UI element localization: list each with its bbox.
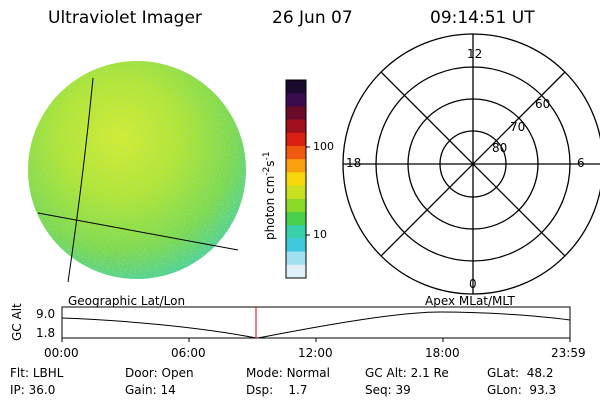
colorbar bbox=[285, 79, 307, 279]
time-label: 09:14:51 UT bbox=[430, 8, 535, 28]
earth-disk-image bbox=[28, 61, 246, 283]
x-tick-label-0: 00:00 bbox=[44, 346, 79, 360]
altitude-plot bbox=[61, 306, 571, 342]
mlat-label-70: 70 bbox=[510, 120, 526, 134]
colorbar-segment bbox=[286, 251, 306, 266]
geographic-projection-label: Geographic Lat/Lon bbox=[68, 294, 186, 308]
mlt-label-12: 12 bbox=[467, 47, 483, 61]
apex-projection-label: Apex MLat/MLT bbox=[425, 294, 515, 308]
mode-field: Mode: Normal bbox=[246, 366, 330, 380]
colorbar-segment bbox=[286, 225, 306, 239]
colorbar-frame bbox=[285, 79, 307, 279]
colorbar-segment bbox=[286, 172, 306, 187]
mlat-label-80: 80 bbox=[492, 141, 508, 155]
colorbar-segment bbox=[286, 212, 306, 226]
altitude-curve-2 bbox=[257, 311, 571, 339]
colorbar-segment bbox=[286, 198, 306, 213]
door-field: Door: Open bbox=[125, 366, 194, 380]
glat-field: GLat: 48.2 bbox=[487, 366, 554, 380]
colorbar-segment bbox=[286, 80, 306, 94]
altitude-ymin: 1.8 bbox=[36, 326, 56, 340]
colorbar-tick-label-100: 100 bbox=[313, 140, 334, 153]
mlt-label-0: 0 bbox=[469, 277, 477, 291]
gain-field: Gain: 14 bbox=[125, 383, 176, 397]
x-tick-label-3: 18:00 bbox=[425, 346, 460, 360]
altitude-ymax: 9.0 bbox=[36, 307, 56, 321]
glon-field: GLon: 93.3 bbox=[487, 383, 557, 397]
colorbar-segment bbox=[286, 238, 306, 253]
instrument-title: Ultraviolet Imager bbox=[48, 8, 202, 28]
mlt-label-6: 6 bbox=[577, 156, 585, 170]
mlat-label-60: 60 bbox=[535, 97, 551, 111]
colorbar-tick-label-10: 10 bbox=[313, 228, 327, 241]
x-tick-label-2: 12:00 bbox=[298, 346, 333, 360]
x-tick-label-4: 23:59 bbox=[551, 346, 586, 360]
colorbar-segment bbox=[286, 264, 306, 279]
polar-diagonal-2 bbox=[380, 71, 566, 257]
dsp-field: Dsp: 1.7 bbox=[246, 383, 308, 397]
colorbar-segment bbox=[286, 185, 306, 200]
colorbar-segment bbox=[286, 132, 306, 147]
date-label: 26 Jun 07 bbox=[272, 8, 353, 28]
flt-field: Flt: LBHL bbox=[10, 366, 64, 380]
altitude-ylabel: GC Alt bbox=[10, 303, 24, 341]
mlt-label-18: 18 bbox=[346, 156, 362, 170]
colorbar-segment bbox=[286, 119, 306, 134]
colorbar-segment bbox=[286, 159, 306, 173]
latitude-line bbox=[37, 212, 239, 251]
colorbar-segment bbox=[286, 106, 306, 121]
longitude-line bbox=[67, 77, 94, 283]
altitude-curve-1 bbox=[61, 317, 257, 339]
x-tick-label-1: 06:00 bbox=[171, 346, 206, 360]
polar-grid bbox=[342, 33, 600, 295]
colorbar-segment bbox=[286, 93, 306, 107]
colorbar-segment bbox=[286, 146, 306, 160]
colorbar-unit-label: photon cm-2s-1 bbox=[262, 151, 277, 240]
seq-field: Seq: 39 bbox=[365, 383, 411, 397]
gc-alt-field: GC Alt: 2.1 Re bbox=[365, 366, 449, 380]
ip-field: IP: 36.0 bbox=[10, 383, 56, 397]
